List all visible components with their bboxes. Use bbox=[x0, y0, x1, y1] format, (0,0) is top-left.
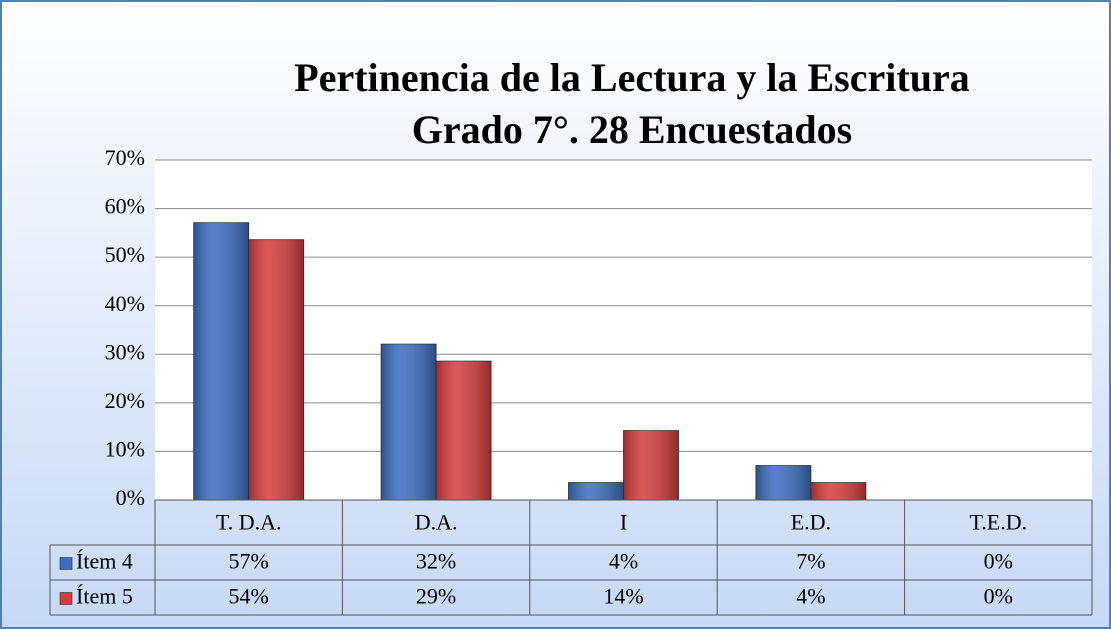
y-tick-label: 40% bbox=[105, 291, 145, 316]
x-tick-label: D.A. bbox=[415, 510, 458, 535]
x-tick-label: I bbox=[620, 510, 627, 535]
bar bbox=[623, 430, 679, 501]
x-tick-label: T.E.D. bbox=[969, 510, 1027, 535]
bar bbox=[193, 222, 250, 501]
bar bbox=[435, 360, 492, 501]
y-tick-label: 70% bbox=[105, 145, 145, 170]
bar bbox=[810, 482, 867, 501]
y-tick-label: 20% bbox=[105, 388, 145, 413]
data-label: 4% bbox=[609, 549, 638, 574]
y-tick-label: 10% bbox=[105, 436, 145, 461]
data-label: 57% bbox=[229, 549, 269, 574]
bar bbox=[380, 343, 437, 501]
x-tick-label: T. D.A. bbox=[216, 510, 282, 535]
x-tick-label: E.D. bbox=[791, 510, 831, 535]
y-tick-label: 50% bbox=[105, 242, 145, 267]
legend-label: Ítem 5 bbox=[76, 584, 133, 609]
legend-key bbox=[59, 592, 73, 605]
legend-key bbox=[59, 557, 73, 570]
data-label: 54% bbox=[229, 584, 269, 609]
y-tick-label: 60% bbox=[105, 194, 145, 219]
data-label: 4% bbox=[796, 584, 825, 609]
y-tick-label: 0% bbox=[116, 485, 145, 510]
chart-title: Pertinencia de la Lectura y la Escritura bbox=[294, 55, 969, 100]
data-label: 32% bbox=[416, 549, 456, 574]
y-tick-label: 30% bbox=[105, 339, 145, 364]
data-label: 14% bbox=[603, 584, 643, 609]
data-label: 0% bbox=[984, 549, 1013, 574]
bar bbox=[248, 239, 305, 501]
data-label: 0% bbox=[984, 584, 1013, 609]
data-label: 7% bbox=[796, 549, 825, 574]
chart-subtitle: Grado 7°. 28 Encuestados bbox=[412, 107, 853, 152]
bar bbox=[755, 465, 812, 501]
legend-label: Ítem 4 bbox=[76, 549, 133, 574]
bar bbox=[568, 482, 624, 501]
data-label: 29% bbox=[416, 584, 456, 609]
